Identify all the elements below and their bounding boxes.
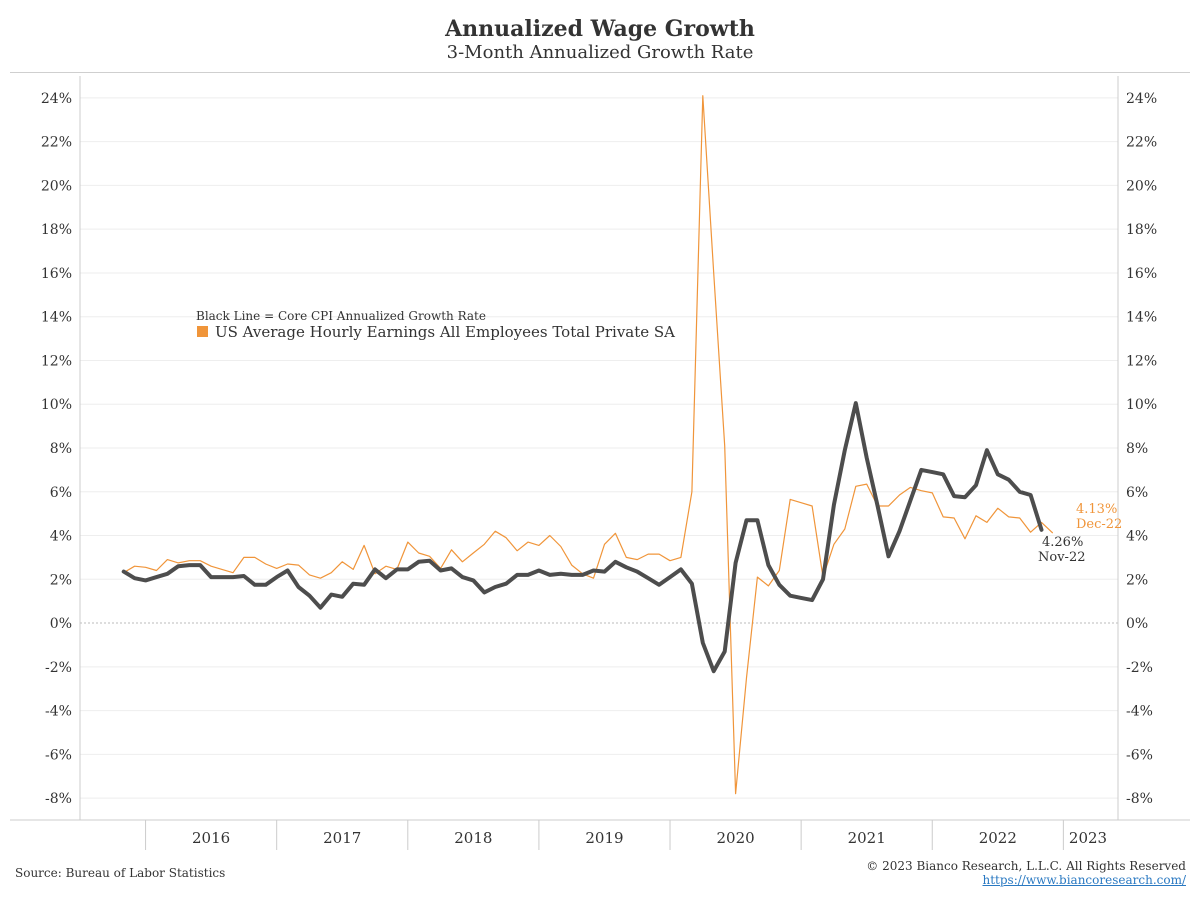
y-tick-label-right: 14% bbox=[1126, 310, 1157, 326]
y-tick-label-left: -4% bbox=[45, 704, 72, 720]
y-tick-label-right: 20% bbox=[1126, 178, 1157, 194]
title-divider bbox=[10, 72, 1190, 73]
y-tick-label-right: 0% bbox=[1126, 616, 1148, 632]
x-tick-label: 2018 bbox=[454, 829, 492, 847]
legend-orange-series-label: US Average Hourly Earnings All Employees… bbox=[215, 323, 675, 341]
x-tick-label: 2022 bbox=[979, 829, 1017, 847]
y-axis-left: -8% -6% -4% -2% 0% 2% 4% 6% 8% 10% 12% 14% 16% 18% 20%… bbox=[41, 91, 72, 807]
y-tick-label-left: 10% bbox=[41, 397, 72, 413]
series-line-hourly-earnings bbox=[123, 95, 1054, 795]
series-lines bbox=[121, 95, 1054, 795]
y-tick-label-left: 18% bbox=[41, 222, 72, 238]
y-tick-label-right: -8% bbox=[1126, 791, 1153, 807]
y-axis-right: -8% -6% -4% -2% 0% 2% 4% 6% 8% 10% 12% 14% 16% 18% 20%… bbox=[1126, 91, 1157, 807]
series-line-core-cpi bbox=[121, 401, 1044, 674]
y-tick-label-right: -4% bbox=[1126, 704, 1153, 720]
y-tick-label-left: 0% bbox=[50, 616, 72, 632]
y-tick-label-left: 4% bbox=[50, 529, 72, 545]
chart-subtitle: 3-Month Annualized Growth Rate bbox=[446, 42, 754, 63]
y-tick-label-right: 18% bbox=[1126, 222, 1157, 238]
y-tick-label-right: 16% bbox=[1126, 266, 1157, 282]
y-tick-label-right: 12% bbox=[1126, 353, 1157, 369]
y-tick-label-right: 10% bbox=[1126, 397, 1157, 413]
axes bbox=[10, 76, 1190, 821]
y-tick-label-right: 2% bbox=[1126, 572, 1148, 588]
website-link[interactable]: https://www.biancoresearch.com/ bbox=[982, 873, 1186, 887]
x-tick-label: 2019 bbox=[585, 829, 623, 847]
x-axis: 2016 2017 2018 2019 2020 2021 2022 2023 bbox=[145, 820, 1107, 850]
annotation-orange-value: 4.13% bbox=[1076, 502, 1117, 517]
y-tick-label-left: 6% bbox=[50, 485, 72, 501]
y-tick-label-left: 16% bbox=[41, 266, 72, 282]
gridlines bbox=[80, 97, 1118, 799]
y-tick-label-right: -6% bbox=[1126, 747, 1153, 763]
y-tick-label-left: 20% bbox=[41, 178, 72, 194]
y-tick-label-right: 4% bbox=[1126, 529, 1148, 545]
y-tick-label-left: 14% bbox=[41, 310, 72, 326]
y-tick-label-left: 22% bbox=[41, 135, 72, 151]
x-tick-label: 2017 bbox=[323, 829, 361, 847]
y-tick-label-right: 22% bbox=[1126, 135, 1157, 151]
y-tick-label-right: 24% bbox=[1126, 91, 1157, 107]
legend-black-line-text: Black Line = Core CPI Annualized Growth … bbox=[196, 309, 486, 323]
annotation-black-date: Nov-22 bbox=[1038, 550, 1085, 565]
y-tick-label-left: -2% bbox=[45, 660, 72, 676]
annotation-orange-date: Dec-22 bbox=[1076, 517, 1122, 532]
y-tick-label-left: -6% bbox=[45, 747, 72, 763]
y-tick-label-left: 8% bbox=[50, 441, 72, 457]
y-tick-label-left: -8% bbox=[45, 791, 72, 807]
copyright-note: © 2023 Bianco Research, L.L.C. All Right… bbox=[866, 859, 1186, 873]
legend: Black Line = Core CPI Annualized Growth … bbox=[196, 309, 675, 341]
x-tick-label: 2020 bbox=[716, 829, 754, 847]
y-tick-label-left: 24% bbox=[41, 91, 72, 107]
legend-orange-swatch bbox=[197, 326, 208, 337]
y-tick-label-left: 12% bbox=[41, 353, 72, 369]
chart-title: Annualized Wage Growth bbox=[445, 16, 755, 42]
x-tick-label: 2021 bbox=[848, 829, 886, 847]
annotation-black-value: 4.26% bbox=[1042, 535, 1083, 550]
y-tick-label-left: 2% bbox=[50, 572, 72, 588]
y-tick-label-right: 8% bbox=[1126, 441, 1148, 457]
y-tick-label-right: -2% bbox=[1126, 660, 1153, 676]
x-tick-label: 2016 bbox=[192, 829, 230, 847]
x-tick-label: 2023 bbox=[1069, 829, 1107, 847]
source-note: Source: Bureau of Labor Statistics bbox=[15, 866, 226, 880]
y-tick-label-right: 6% bbox=[1126, 485, 1148, 501]
end-annotations: 4.13% Dec-22 4.26% Nov-22 bbox=[1038, 502, 1122, 565]
